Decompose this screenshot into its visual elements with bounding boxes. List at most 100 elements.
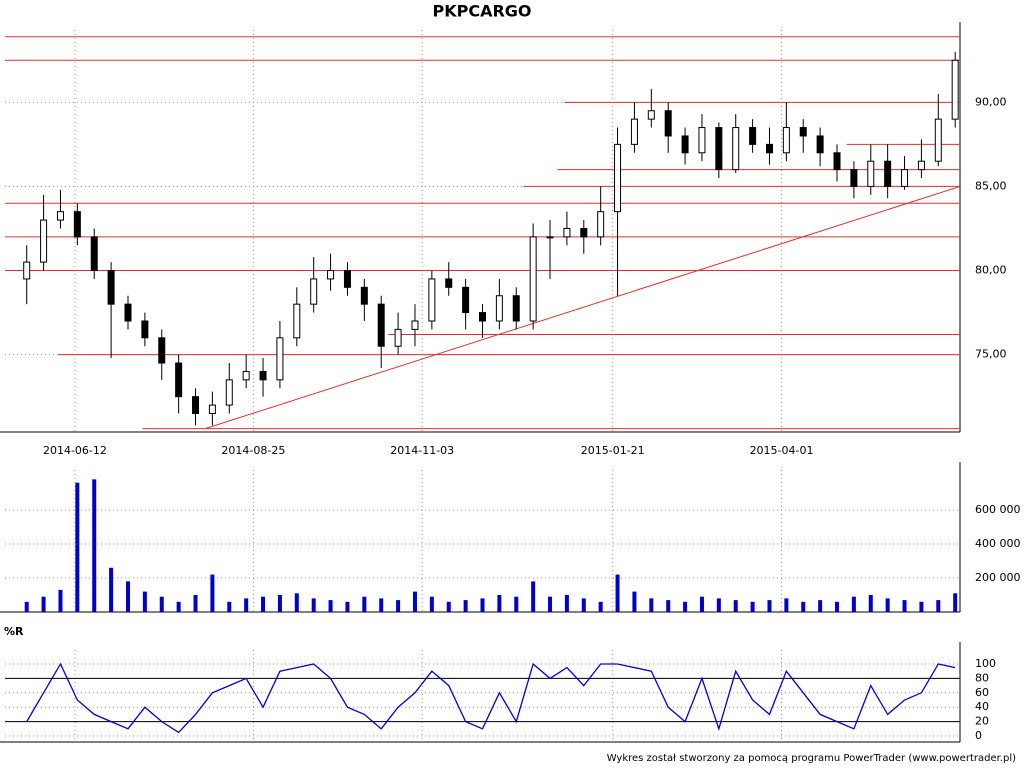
candle-body bbox=[479, 312, 486, 322]
candle-body bbox=[411, 320, 419, 330]
candle-body bbox=[242, 370, 250, 381]
candle-body bbox=[867, 160, 875, 187]
candle-body bbox=[563, 227, 571, 238]
volume-bar bbox=[733, 600, 738, 612]
y-tick-label: 20 bbox=[975, 715, 989, 728]
volume-bar bbox=[125, 581, 130, 612]
volume-bar bbox=[294, 593, 299, 612]
candle-body bbox=[529, 236, 537, 322]
y-tick-label: 200 000 bbox=[975, 571, 1021, 584]
candle-body bbox=[107, 270, 115, 305]
x-tick-label: 2014-08-25 bbox=[221, 444, 285, 457]
volume-bar bbox=[902, 600, 907, 612]
volume-bar bbox=[328, 600, 333, 612]
volume-bar bbox=[531, 581, 536, 612]
volume-bar bbox=[767, 600, 772, 612]
y-tick-label: 90,00 bbox=[975, 95, 1007, 108]
candle-body bbox=[90, 236, 98, 272]
candle-body bbox=[225, 379, 233, 406]
y-tick-label: 100 bbox=[975, 657, 996, 670]
footer: Wykres został stworzony za pomocą progra… bbox=[607, 753, 1016, 764]
volume-bar bbox=[564, 594, 569, 612]
x-tick-label: 2014-11-03 bbox=[390, 444, 454, 457]
y-tick-label: 0 bbox=[975, 729, 982, 742]
y-tick-label: 600 000 bbox=[975, 503, 1021, 516]
chart-title: PKPCARGO bbox=[432, 2, 531, 21]
volume-bar bbox=[345, 601, 350, 612]
candle-body bbox=[310, 278, 318, 305]
candle-body bbox=[749, 127, 757, 145]
volume-bar bbox=[868, 594, 873, 612]
volume-bar bbox=[936, 600, 941, 612]
y-tick-label: 400 000 bbox=[975, 537, 1021, 550]
volume-bar bbox=[446, 601, 451, 612]
volume-bar bbox=[362, 596, 367, 612]
candle-body bbox=[715, 127, 723, 171]
candle-body bbox=[614, 143, 622, 213]
volume-bar bbox=[716, 598, 721, 612]
candle-body bbox=[462, 286, 470, 314]
candle-body bbox=[377, 303, 385, 347]
x-tick-label: 2015-01-21 bbox=[581, 444, 645, 457]
volume-bar bbox=[953, 593, 958, 612]
volume-bar bbox=[227, 601, 232, 612]
volume-bar bbox=[159, 596, 164, 612]
candle-body bbox=[56, 211, 64, 221]
candle-body bbox=[934, 118, 942, 162]
volume-bar bbox=[649, 598, 654, 612]
candle-body bbox=[23, 261, 31, 280]
candle-body bbox=[158, 337, 166, 364]
candle-body bbox=[630, 118, 638, 145]
candle-body bbox=[495, 295, 503, 322]
volume-bar bbox=[632, 591, 637, 612]
volume-bar bbox=[801, 601, 806, 612]
candle-body bbox=[276, 337, 284, 381]
volume-bar bbox=[109, 567, 114, 612]
candle-body bbox=[850, 169, 858, 187]
candle-body bbox=[512, 295, 520, 322]
candle-body bbox=[765, 143, 773, 154]
volume-bar bbox=[396, 600, 401, 612]
volume-bar bbox=[429, 596, 434, 612]
volume-bar bbox=[58, 589, 63, 612]
volume-bar bbox=[615, 574, 620, 612]
volume-bar bbox=[666, 600, 671, 612]
volume-bar bbox=[412, 591, 417, 612]
volume-bar bbox=[379, 598, 384, 612]
candle-body bbox=[664, 110, 672, 137]
candle-body bbox=[175, 362, 183, 398]
candle-body bbox=[343, 270, 351, 288]
volume-bar bbox=[750, 601, 755, 612]
candle-body bbox=[647, 110, 655, 120]
volume-bar bbox=[514, 596, 519, 612]
candle-body bbox=[799, 127, 807, 137]
trend-line bbox=[205, 185, 961, 430]
candle-body bbox=[951, 59, 959, 120]
volume-bar bbox=[497, 594, 502, 612]
candle-body bbox=[208, 404, 216, 414]
candle-body bbox=[546, 236, 554, 239]
candle-body bbox=[293, 303, 301, 339]
panel-title: %R bbox=[4, 625, 24, 638]
volume-bar bbox=[311, 598, 316, 612]
candle-body bbox=[816, 135, 824, 154]
volume-bar bbox=[818, 600, 823, 612]
candle-body bbox=[141, 320, 149, 339]
volume-bar bbox=[142, 591, 147, 612]
candle-body bbox=[782, 127, 790, 154]
y-tick-label: 40 bbox=[975, 700, 989, 713]
volume-bar bbox=[885, 598, 890, 612]
candle-body bbox=[445, 278, 453, 288]
candle-body bbox=[124, 303, 132, 322]
candle-body bbox=[360, 286, 368, 305]
volume-bar bbox=[463, 600, 468, 612]
y-tick-label: 80 bbox=[975, 671, 989, 684]
candle-body bbox=[597, 211, 605, 238]
volume-bar bbox=[699, 596, 704, 612]
x-tick-label: 2015-04-01 bbox=[750, 444, 814, 457]
y-tick-label: 85,00 bbox=[975, 179, 1007, 192]
candle-body bbox=[327, 270, 335, 280]
volume-bar bbox=[92, 479, 97, 612]
